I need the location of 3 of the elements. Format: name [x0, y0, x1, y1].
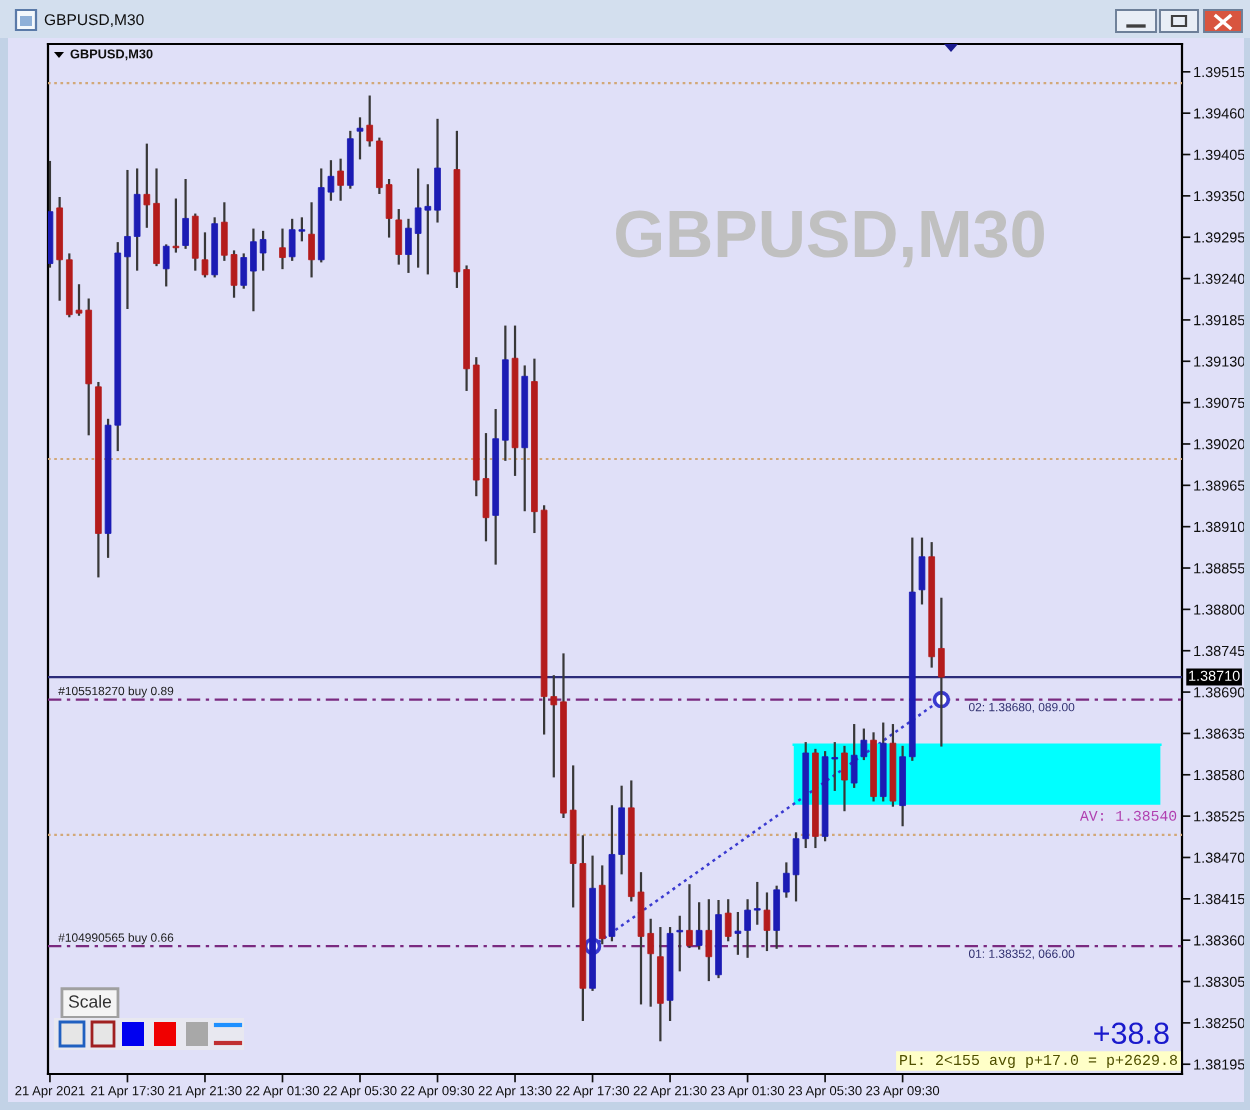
annotation: +38.8	[1094, 1022, 1169, 1045]
annotation: Scale	[68, 994, 112, 1008]
annotation: GBPUSD,M30	[616, 210, 1044, 268]
